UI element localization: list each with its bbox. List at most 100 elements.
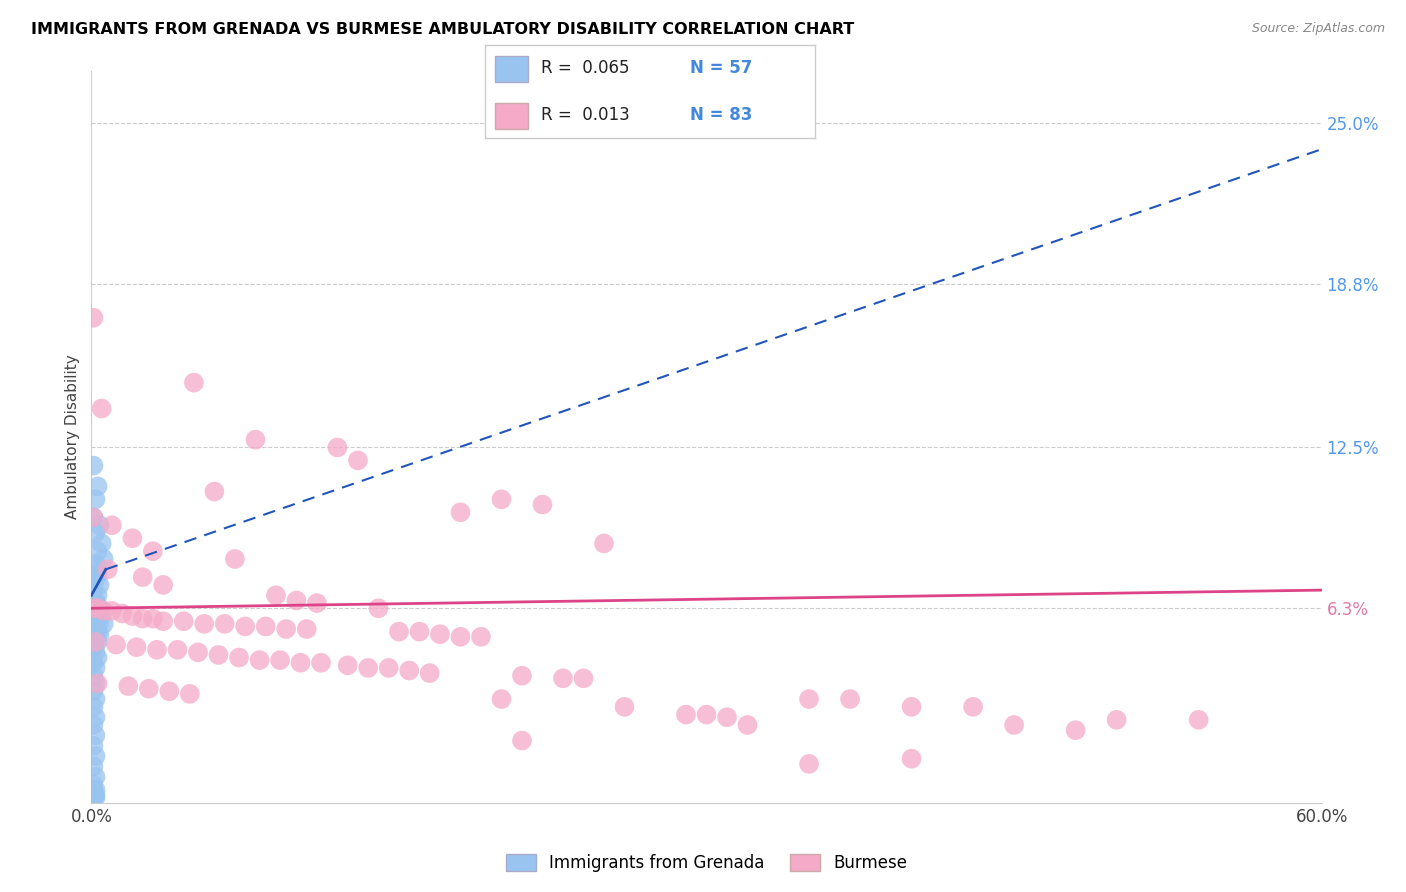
Point	[82, 310, 104, 325]
Point	[82, 562, 104, 576]
Point	[347, 453, 370, 467]
Point	[152, 614, 174, 628]
Point	[89, 518, 111, 533]
Point	[84, 645, 107, 659]
Point	[131, 570, 153, 584]
Point	[82, 790, 104, 805]
Point	[179, 687, 201, 701]
Point	[388, 624, 411, 639]
Point	[193, 616, 215, 631]
Point	[142, 612, 165, 626]
Point	[593, 536, 616, 550]
Point	[84, 593, 107, 607]
Point	[551, 671, 574, 685]
Point	[86, 479, 108, 493]
FancyBboxPatch shape	[495, 103, 529, 129]
Point	[839, 692, 862, 706]
Point	[82, 458, 104, 473]
Point	[131, 612, 153, 626]
Point	[207, 648, 229, 662]
Point	[101, 604, 124, 618]
Point	[84, 492, 107, 507]
Point	[84, 661, 107, 675]
Point	[84, 782, 107, 797]
Point	[82, 510, 104, 524]
Point	[157, 684, 180, 698]
Point	[84, 526, 107, 541]
Point	[82, 583, 104, 598]
Point	[86, 599, 108, 613]
Point	[84, 676, 107, 690]
Point	[214, 616, 236, 631]
Point	[84, 632, 107, 647]
Point	[228, 650, 250, 665]
Point	[84, 692, 107, 706]
Point	[146, 642, 169, 657]
Point	[295, 622, 318, 636]
Legend: Immigrants from Grenada, Burmese: Immigrants from Grenada, Burmese	[499, 847, 914, 879]
FancyBboxPatch shape	[495, 56, 529, 82]
Point	[82, 630, 104, 644]
Point	[86, 544, 108, 558]
Text: N = 57: N = 57	[690, 60, 752, 78]
Point	[408, 624, 430, 639]
Point	[82, 640, 104, 655]
Point	[290, 656, 312, 670]
Point	[82, 778, 104, 792]
Point	[90, 536, 112, 550]
Point	[125, 640, 148, 655]
Point	[572, 671, 595, 685]
Point	[82, 609, 104, 624]
Point	[121, 531, 143, 545]
Point	[89, 614, 111, 628]
Point	[82, 656, 104, 670]
Point	[89, 578, 111, 592]
Point	[84, 557, 107, 571]
Point	[510, 669, 533, 683]
Point	[86, 624, 108, 639]
Point	[309, 656, 332, 670]
Point	[82, 669, 104, 683]
Text: R =  0.065: R = 0.065	[541, 60, 630, 78]
Point	[269, 653, 291, 667]
Point	[1002, 718, 1025, 732]
Point	[510, 733, 533, 747]
Text: IMMIGRANTS FROM GRENADA VS BURMESE AMBULATORY DISABILITY CORRELATION CHART: IMMIGRANTS FROM GRENADA VS BURMESE AMBUL…	[31, 22, 855, 37]
Point	[1105, 713, 1128, 727]
Point	[82, 699, 104, 714]
Point	[152, 578, 174, 592]
Point	[82, 759, 104, 773]
Point	[142, 544, 165, 558]
Point	[82, 596, 104, 610]
Point	[1064, 723, 1087, 738]
Point	[86, 650, 108, 665]
Point	[93, 604, 115, 618]
Point	[737, 718, 759, 732]
Point	[449, 630, 471, 644]
Point	[245, 433, 267, 447]
Point	[531, 498, 554, 512]
Point	[84, 770, 107, 784]
Point	[429, 627, 451, 641]
Point	[173, 614, 195, 628]
Point	[90, 401, 112, 416]
Point	[357, 661, 380, 675]
Point	[962, 699, 984, 714]
Point	[82, 601, 104, 615]
Point	[716, 710, 738, 724]
Point	[675, 707, 697, 722]
Point	[86, 612, 108, 626]
Point	[82, 790, 104, 805]
Point	[326, 441, 349, 455]
Point	[84, 619, 107, 633]
Point	[84, 788, 107, 802]
Point	[89, 627, 111, 641]
Point	[89, 601, 111, 615]
Point	[336, 658, 359, 673]
Point	[419, 666, 441, 681]
Point	[84, 749, 107, 764]
Point	[84, 790, 107, 805]
Point	[86, 567, 108, 582]
Point	[285, 593, 308, 607]
Point	[695, 707, 717, 722]
